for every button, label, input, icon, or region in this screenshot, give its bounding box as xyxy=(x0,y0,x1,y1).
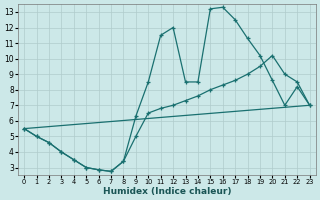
X-axis label: Humidex (Indice chaleur): Humidex (Indice chaleur) xyxy=(103,187,231,196)
